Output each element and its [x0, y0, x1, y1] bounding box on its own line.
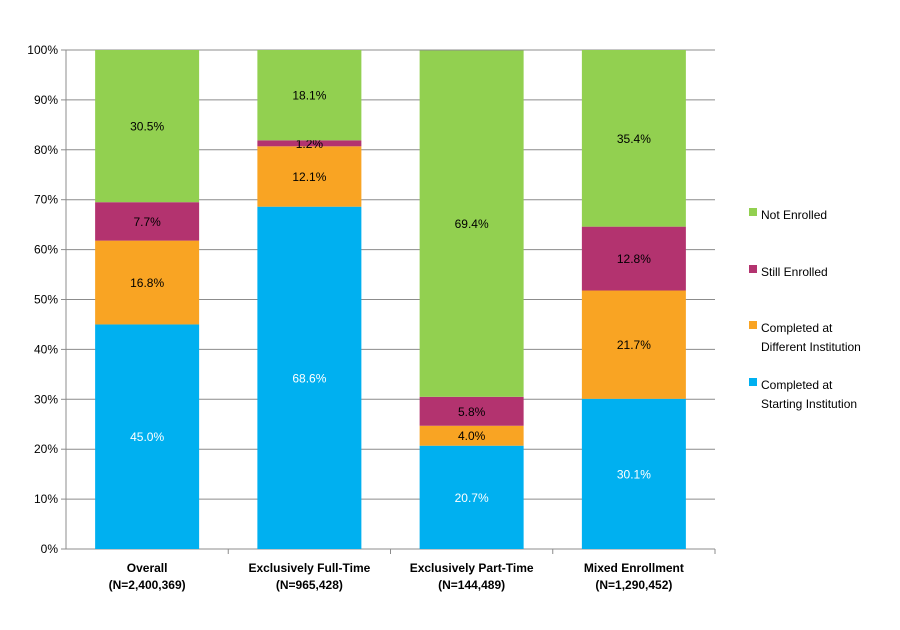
legend-swatch	[749, 265, 757, 273]
data-label: 12.8%	[617, 252, 651, 266]
data-label: 30.5%	[130, 120, 164, 134]
legend-label: Completed at	[761, 321, 833, 335]
data-label: 21.7%	[617, 338, 651, 352]
category-n-label: (N=2,400,369)	[109, 578, 186, 592]
legend-swatch	[749, 321, 757, 329]
y-tick-label: 20%	[34, 442, 58, 456]
y-tick-label: 70%	[34, 193, 58, 207]
bar-segment	[257, 140, 362, 147]
category-label: Mixed Enrollment	[584, 561, 684, 575]
bar-segment	[419, 396, 524, 426]
data-label: 69.4%	[455, 217, 489, 231]
legend-label: Not Enrolled	[761, 208, 827, 222]
category-label: Overall	[127, 561, 168, 575]
legend-swatch	[749, 378, 757, 386]
bar-segment	[95, 50, 200, 203]
category-label: Exclusively Full-Time	[248, 561, 370, 575]
y-tick-label: 100%	[27, 43, 58, 57]
y-tick-label: 40%	[34, 342, 58, 356]
data-label: 30.1%	[617, 467, 651, 481]
bar-segment	[419, 425, 524, 446]
category-n-label: (N=144,489)	[438, 578, 505, 592]
bar-segment	[95, 324, 200, 549]
data-label: 5.8%	[458, 405, 486, 419]
y-tick-label: 80%	[34, 143, 58, 157]
category-n-label: (N=965,428)	[276, 578, 343, 592]
bar-segment	[257, 50, 362, 141]
y-tick-label: 60%	[34, 243, 58, 257]
bar-segment	[257, 206, 362, 549]
legend-label: Still Enrolled	[761, 265, 828, 279]
legend-label: Different Institution	[761, 340, 861, 354]
category-label: Exclusively Part-Time	[410, 561, 534, 575]
y-tick-label: 0%	[41, 542, 59, 556]
y-tick-label: 90%	[34, 93, 58, 107]
bar-segment	[581, 290, 686, 399]
bar-segment	[419, 50, 524, 397]
data-label: 20.7%	[455, 491, 489, 505]
data-label: 68.6%	[292, 371, 326, 385]
legend-label: Completed at	[761, 378, 833, 392]
y-tick-label: 10%	[34, 492, 58, 506]
bar-segment	[581, 398, 686, 549]
bar-segment	[581, 50, 686, 227]
legend-swatch	[749, 208, 757, 216]
y-tick-label: 30%	[34, 392, 58, 406]
y-tick-label: 50%	[34, 293, 58, 307]
data-label: 45.0%	[130, 430, 164, 444]
data-label: 4.0%	[458, 429, 486, 443]
bar-segment	[257, 146, 362, 207]
bar-segment	[95, 202, 200, 241]
data-label: 16.8%	[130, 276, 164, 290]
bar-segment	[95, 240, 200, 325]
category-n-label: (N=1,290,452)	[595, 578, 672, 592]
data-label: 7.7%	[133, 215, 161, 229]
data-label: 12.1%	[292, 170, 326, 184]
bar-segment	[419, 445, 524, 549]
data-label: 35.4%	[617, 132, 651, 146]
bar-segment	[581, 226, 686, 291]
data-label: 18.1%	[292, 89, 326, 103]
legend-label: Starting Institution	[761, 397, 857, 411]
